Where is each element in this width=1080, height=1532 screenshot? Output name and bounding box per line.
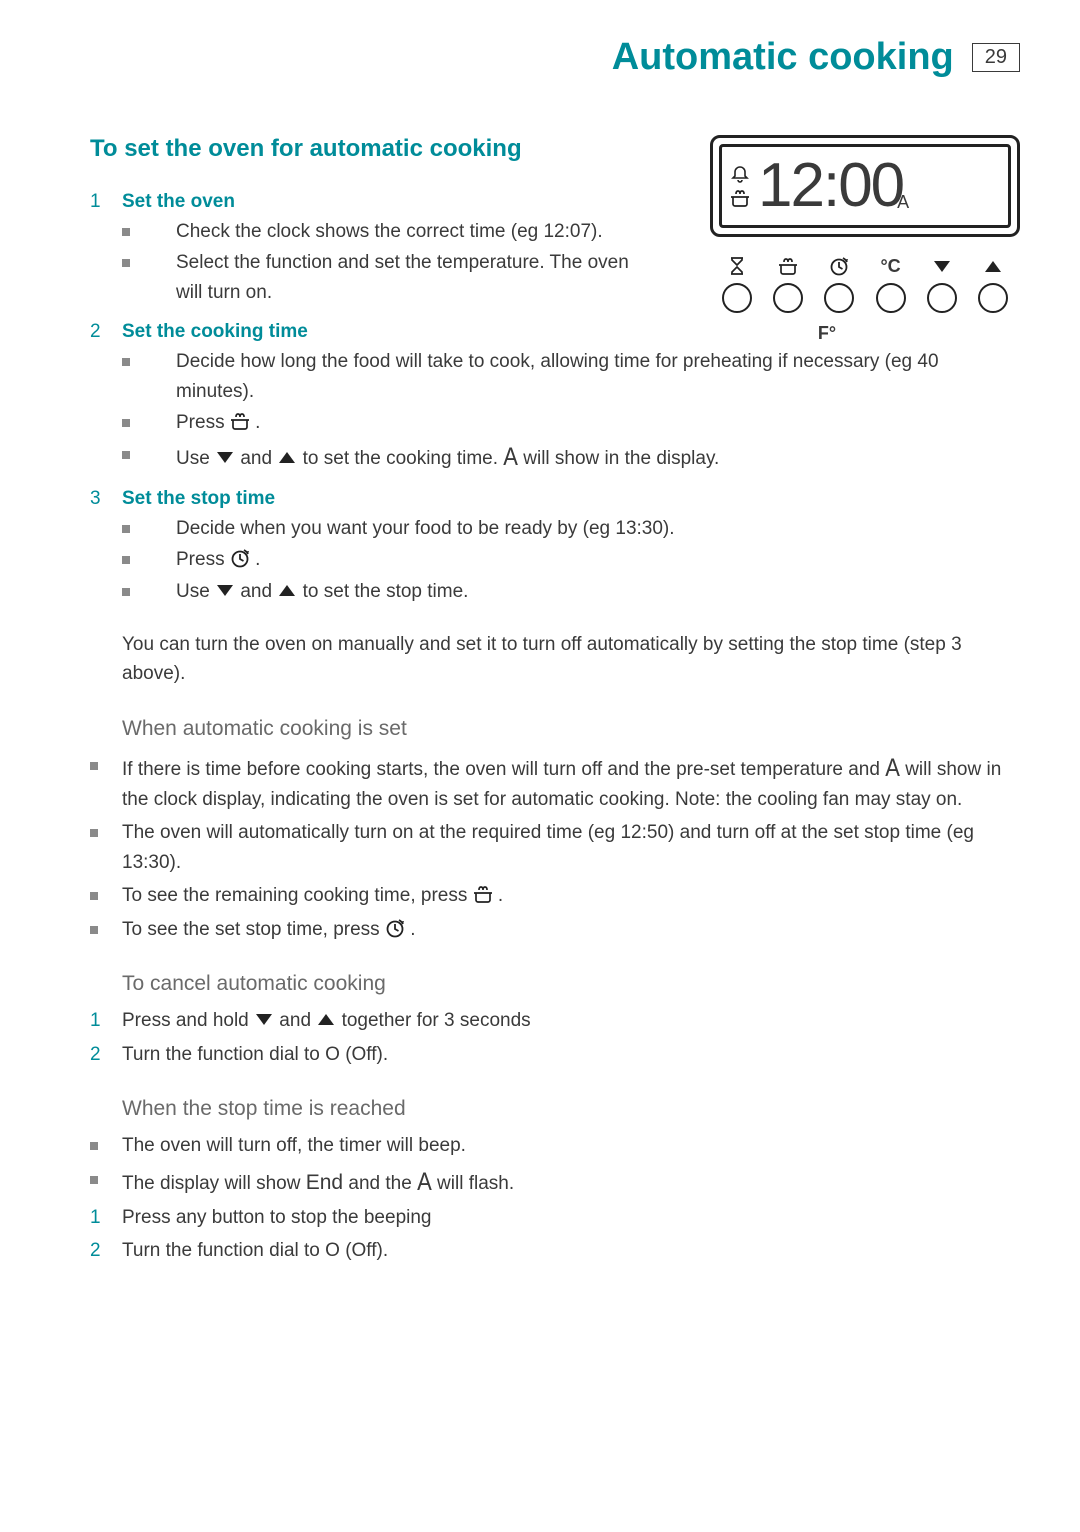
list-item: 1Press and hold and together for 3 secon… <box>90 1006 1020 1035</box>
step-label: Set the cooking time <box>122 321 308 342</box>
content-area: 12:00 A °C F° To set the oven for automa… <box>60 135 1020 1266</box>
triangle-down-icon <box>215 447 235 467</box>
triangle-up-icon <box>277 580 297 600</box>
triangle-down-icon <box>254 1009 274 1029</box>
panel-button-cook-time <box>767 255 809 313</box>
hourglass-icon <box>727 256 747 276</box>
cook-pot-icon <box>230 411 250 431</box>
lcd-display: 12:00 A <box>719 144 1011 228</box>
list-item: Select the function and set the temperat… <box>122 248 630 307</box>
when-set-list: If there is time before cooking starts, … <box>90 751 1020 944</box>
stop-reached-list: The oven will turn off, the timer will b… <box>90 1131 1020 1266</box>
auto-indicator-a: A <box>417 1162 432 1201</box>
page-header: Automatic cooking 29 <box>60 36 1020 79</box>
cancel-heading: To cancel automatic cooking <box>122 972 1020 996</box>
list-item: Press . <box>122 545 1020 574</box>
clock-arrow-icon <box>829 256 849 276</box>
lcd-side-icons <box>730 164 750 208</box>
stop-reached-heading: When the stop time is reached <box>122 1097 1020 1121</box>
list-item: 2Turn the function dial to O (Off). <box>90 1040 1020 1069</box>
auto-indicator-a: A <box>503 437 518 476</box>
triangle-up-icon <box>983 256 1003 276</box>
list-number: 1 <box>90 1006 101 1035</box>
list-number: 1 <box>90 1203 101 1232</box>
list-item: Decide how long the food will take to co… <box>122 347 1020 406</box>
lcd-bezel: 12:00 A <box>710 135 1020 237</box>
cook-pot-icon <box>778 255 798 277</box>
triangle-up-icon <box>983 255 1003 277</box>
cook-pot-icon <box>473 884 493 904</box>
control-panel-figure: 12:00 A °C F° <box>710 135 1020 344</box>
hourglass-icon <box>727 255 747 277</box>
page-title: Automatic cooking <box>612 36 954 79</box>
note-paragraph: You can turn the oven on manually and se… <box>122 630 1020 689</box>
list-item: The display will show End and the A will… <box>90 1165 1020 1200</box>
button-circle <box>927 283 957 313</box>
step-label: Set the oven <box>122 191 235 212</box>
list-item: The oven will turn off, the timer will b… <box>90 1131 1020 1160</box>
step-3: 3Set the stop time Decide when you want y… <box>90 488 1020 606</box>
clock-arrow-icon <box>829 255 849 277</box>
end-text: End <box>306 1171 343 1194</box>
button-circle <box>773 283 803 313</box>
auto-indicator-a: A <box>885 748 900 787</box>
list-item: Press . <box>122 408 1020 437</box>
triangle-down-icon <box>932 255 952 277</box>
step-number: 2 <box>90 321 122 343</box>
button-row: °C <box>710 255 1020 313</box>
triangle-down-icon <box>215 580 235 600</box>
step-label: Set the stop time <box>122 488 275 509</box>
cook-pot-icon <box>778 256 798 276</box>
list-item: 2Turn the function dial to O (Off). <box>90 1236 1020 1265</box>
bell-icon <box>730 164 750 184</box>
button-circle <box>978 283 1008 313</box>
triangle-up-icon <box>316 1009 336 1029</box>
cancel-list: 1Press and hold and together for 3 secon… <box>90 1006 1020 1069</box>
panel-button-stop-time <box>818 255 860 313</box>
clock-arrow-icon <box>230 548 250 568</box>
step-2: 2Set the cooking time Decide how long the… <box>90 321 1020 473</box>
list-number: 2 <box>90 1040 101 1069</box>
list-item: Use and to set the cooking time. A will … <box>122 440 1020 474</box>
list-item: The oven will automatically turn on at t… <box>90 818 1020 877</box>
panel-button-down <box>921 255 963 313</box>
step-bullets: Check the clock shows the correct time (… <box>90 217 630 307</box>
button-circle <box>876 283 906 313</box>
step-1: 1Set the oven Check the clock shows the c… <box>90 191 630 307</box>
page-number: 29 <box>972 43 1020 72</box>
lcd-auto-indicator: A <box>897 193 907 211</box>
panel-button-up <box>972 255 1014 313</box>
lcd-time: 12:00 A <box>758 155 907 217</box>
step-number: 1 <box>90 191 122 213</box>
list-item: 1Press any button to stop the beeping <box>90 1203 1020 1232</box>
list-item: If there is time before cooking starts, … <box>90 751 1020 815</box>
step-number: 3 <box>90 488 122 510</box>
list-number: 2 <box>90 1236 101 1265</box>
when-set-heading: When automatic cooking is set <box>122 717 1020 741</box>
fahrenheit-label: F° <box>806 323 848 344</box>
lcd-time-text: 12:00 <box>758 155 903 217</box>
list-item: Decide when you want your food to be rea… <box>122 514 1020 543</box>
cook-pot-icon <box>730 188 750 208</box>
celsius-icon: °C <box>880 255 900 277</box>
list-item: To see the set stop time, press . <box>90 915 1020 944</box>
list-item: Use and to set the stop time. <box>122 577 1020 606</box>
step-bullets: Decide when you want your food to be rea… <box>90 514 1020 606</box>
triangle-up-icon <box>277 447 297 467</box>
step-bullets: Decide how long the food will take to co… <box>90 347 1020 473</box>
panel-button-timer <box>716 255 758 313</box>
triangle-down-icon <box>932 256 952 276</box>
list-item: Check the clock shows the correct time (… <box>122 217 630 246</box>
clock-arrow-icon <box>385 918 405 938</box>
panel-button-celsius: °C <box>870 255 912 313</box>
list-item: To see the remaining cooking time, press… <box>90 881 1020 910</box>
button-circle <box>824 283 854 313</box>
button-circle <box>722 283 752 313</box>
